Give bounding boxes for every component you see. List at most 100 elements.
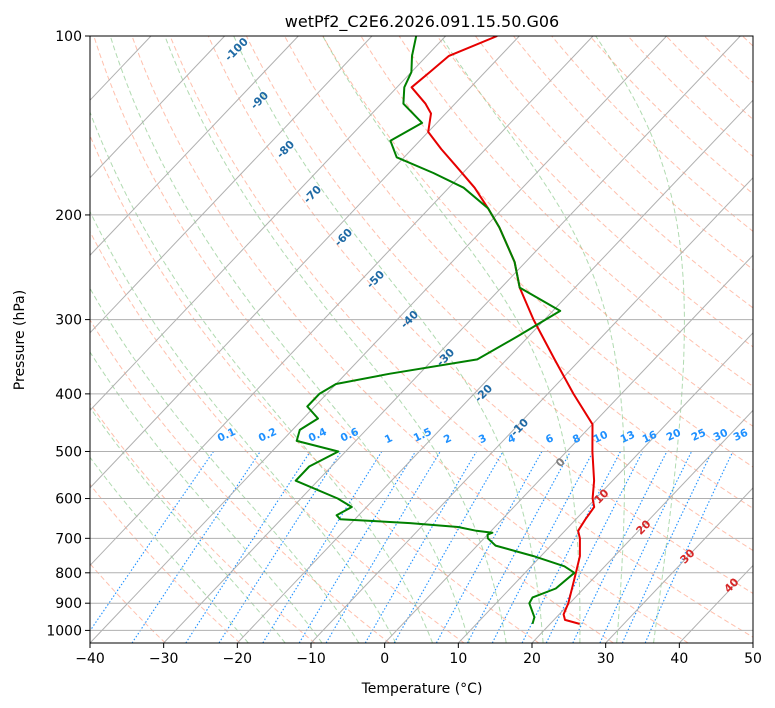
temperature-profile-line <box>410 36 596 625</box>
mixing-ratio-line <box>599 451 693 643</box>
mixing-ratio-label: 13 <box>619 429 637 446</box>
dry-adiabat <box>169 36 753 638</box>
y-tick-label: 200 <box>55 208 82 224</box>
dewpoint-profile-line <box>294 36 576 625</box>
y-tick-label: 100 <box>55 29 82 45</box>
isotherm-line <box>531 409 753 643</box>
mixing-ratio-label: 6 <box>544 432 556 446</box>
mixing-ratio-label: 36 <box>732 427 750 444</box>
isotherms <box>90 36 753 643</box>
moist-adiabat <box>322 36 581 643</box>
moist-adiabat <box>90 456 249 643</box>
mixing-ratio-line <box>621 451 713 643</box>
x-tick-label: 10 <box>449 651 467 667</box>
y-tick-label: 600 <box>55 492 82 508</box>
x-tick-label: 20 <box>523 651 541 667</box>
dry-adiabat <box>245 36 753 552</box>
mixing-ratio-label: 1 <box>383 432 395 446</box>
y-tick-label: 500 <box>55 444 82 460</box>
x-axis-label: Temperature (°C) <box>361 681 483 697</box>
isotherm-line <box>605 487 753 643</box>
mixing-ratio-label: 30 <box>712 427 730 444</box>
isotherm-line <box>457 332 753 643</box>
x-tick-label: 40 <box>670 651 688 667</box>
dry-adiabat <box>93 36 614 643</box>
dry-adiabat <box>207 36 753 594</box>
mixing-ratio-line <box>325 451 441 643</box>
plot-frame <box>89 35 754 644</box>
x-tick-label: −40 <box>75 651 105 667</box>
mixing-ratio-line <box>90 451 214 632</box>
mixing-ratio-label: 8 <box>571 432 583 446</box>
mixing-ratio-line <box>298 451 416 643</box>
x-tick-label: 50 <box>744 651 762 667</box>
isotherm-line <box>90 36 520 489</box>
isotherm-line <box>90 36 668 643</box>
moist-adiabat <box>164 36 507 643</box>
dry-adiabat <box>398 36 753 387</box>
moist-adiabat <box>90 210 397 643</box>
mixing-ratio-label: 20 <box>665 427 683 444</box>
dry-adiabat <box>90 134 540 643</box>
isotherm-line <box>310 177 753 643</box>
mixing-ratio-line <box>491 451 594 643</box>
isotherm-line <box>90 36 226 179</box>
x-tick-label: −30 <box>149 651 179 667</box>
mixing-ratio-line <box>262 451 383 643</box>
y-tick-label: 700 <box>55 531 82 547</box>
mixing-ratio-line <box>467 451 571 643</box>
mixing-ratio-line <box>521 451 621 643</box>
mixing-ratio-label: 2 <box>442 432 454 446</box>
mixing-ratio-label: 10 <box>592 429 610 446</box>
dry-adiabat <box>131 36 689 643</box>
x-tick-label: 30 <box>597 651 615 667</box>
x-tick-label: 0 <box>380 651 389 667</box>
isotherm-line <box>384 254 753 643</box>
mixing-ratio-line <box>218 451 342 643</box>
x-tick-label: −10 <box>296 651 326 667</box>
y-axis-ticks: 1000 900 800 700 600 500 400 300 200 100 <box>46 29 90 639</box>
mixing-ratio-line <box>185 451 311 643</box>
mixing-ratio-label: 4 <box>506 432 518 446</box>
mixing-ratio-label: 25 <box>690 427 708 444</box>
isotherm-line <box>90 36 447 412</box>
y-tick-label: 400 <box>55 387 82 403</box>
y-axis-label: Pressure (hPa) <box>12 290 28 390</box>
mixing-ratio-label: 16 <box>641 429 659 446</box>
isotherm-line <box>236 99 753 643</box>
y-tick-label: 800 <box>55 566 82 582</box>
y-tick-label: 1000 <box>46 623 82 639</box>
dry-adiabat <box>475 36 753 309</box>
dry-adiabat <box>513 36 753 271</box>
dry-adiabats <box>90 36 753 643</box>
isotherm-line <box>90 36 373 334</box>
x-tick-label: −20 <box>223 651 253 667</box>
isotherm-line <box>90 36 594 567</box>
plot-area: 0.1 0.2 0.4 0.6 1 1.5 2 3 4 6 8 10 13 16 20 25 30 36 -100… <box>90 36 753 643</box>
moist-adiabat <box>109 36 470 643</box>
x-axis-ticks: −40 −30 −20 −10 0 10 20 30 40 50 <box>75 643 762 667</box>
moist-adiabat <box>233 36 544 643</box>
mixing-ratio-line <box>393 451 504 643</box>
chart-title: wetPf2_C2E6.2026.091.15.50.G06 <box>285 12 559 32</box>
mixing-ratio-labels: 0.1 0.2 0.4 0.6 1 1.5 2 3 4 6 8 10 13 16 20 25 30 36 <box>216 426 750 446</box>
isotherm-line <box>90 36 299 257</box>
dry-adiabat <box>589 36 753 195</box>
y-tick-label: 300 <box>55 313 82 329</box>
dry-adiabat <box>90 318 390 643</box>
dry-adiabat <box>90 230 465 643</box>
pressure-gridlines <box>90 36 753 631</box>
mixing-ratio-label: 3 <box>477 432 489 446</box>
moist-adiabat <box>90 287 360 643</box>
mixing-ratio-line <box>435 451 543 643</box>
profile-series <box>294 36 596 625</box>
y-tick-label: 900 <box>55 596 82 612</box>
isotherm-line <box>163 36 741 643</box>
dry-adiabat <box>322 36 753 468</box>
mixing-ratio-line <box>572 451 668 643</box>
mixing-ratio-line <box>644 451 734 643</box>
moist-adiabat <box>90 351 323 643</box>
